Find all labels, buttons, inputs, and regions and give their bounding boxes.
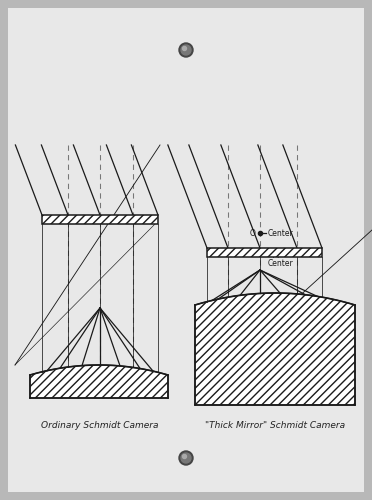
Polygon shape [30, 365, 168, 398]
Bar [207, 248, 322, 257]
Circle shape [183, 46, 186, 50]
Text: "Thick Mirror" Schmidt Camera: "Thick Mirror" Schmidt Camera [205, 420, 345, 430]
Bar [42, 215, 158, 224]
Circle shape [181, 453, 191, 463]
Circle shape [179, 451, 193, 465]
Circle shape [181, 45, 191, 55]
Text: Apparent
Center: Apparent Center [268, 249, 304, 268]
Text: O: O [249, 228, 255, 237]
Polygon shape [195, 293, 355, 405]
Circle shape [179, 43, 193, 57]
Text: Center: Center [268, 228, 294, 237]
Text: Ordinary Schmidt Camera: Ordinary Schmidt Camera [41, 420, 159, 430]
Circle shape [183, 454, 186, 458]
